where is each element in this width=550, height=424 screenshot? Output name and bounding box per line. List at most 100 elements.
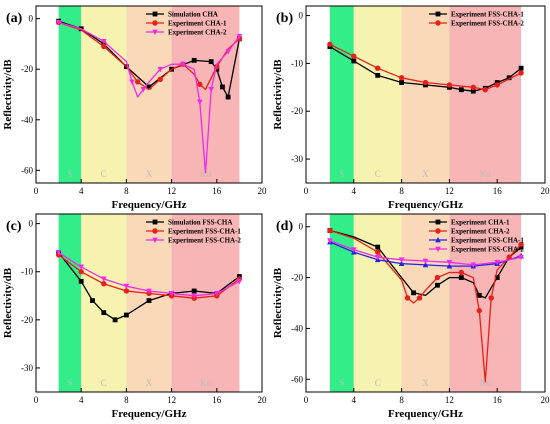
data-point — [398, 260, 405, 266]
data-point — [434, 274, 441, 281]
data-point — [398, 257, 405, 263]
data-point — [197, 99, 203, 106]
y-tick-label: -30 — [291, 154, 303, 164]
legend-label: Simulation CHA — [168, 11, 218, 19]
data-point — [375, 65, 381, 71]
legend-label: Experiment FSS-CHA-2 — [451, 20, 524, 28]
data-point — [506, 75, 512, 81]
data-point — [399, 80, 404, 85]
y-tick-label: 0 — [299, 222, 304, 232]
data-point — [482, 87, 488, 93]
data-point — [220, 84, 225, 90]
x-tick-label: 4 — [352, 186, 357, 196]
panel-label: (b) — [276, 11, 293, 26]
x-tick-label: 8 — [124, 395, 129, 405]
data-point — [476, 292, 482, 298]
y-tick-label: -60 — [21, 165, 33, 175]
y-tick-label: -20 — [21, 315, 33, 325]
band-x — [126, 214, 172, 392]
data-point — [101, 281, 107, 287]
data-point — [446, 263, 453, 269]
x-tick-label: 8 — [399, 186, 404, 196]
y-tick-label: -20 — [21, 64, 33, 74]
y-axis-title: Reflectivity/dB — [272, 59, 284, 130]
legend-marker — [152, 228, 158, 234]
plot-frame — [305, 5, 546, 184]
x-tick-label: 12 — [167, 186, 176, 196]
data-point — [422, 261, 429, 268]
legend-label: Simulation FSS-CHA — [168, 219, 232, 227]
x-tick-label: 8 — [399, 395, 404, 405]
band-x — [401, 6, 450, 183]
band-label-ku: Ku — [480, 378, 491, 388]
series-line-2 — [329, 229, 522, 383]
x-tick-label: 0 — [34, 395, 39, 405]
data-point — [101, 310, 107, 316]
data-point — [476, 307, 482, 314]
data-point — [458, 269, 465, 276]
x-tick-label: 16 — [212, 186, 222, 196]
legend-marker — [152, 11, 158, 17]
data-point — [78, 269, 84, 275]
x-tick-label: 0 — [34, 186, 39, 196]
x-tick-label: 16 — [212, 395, 222, 405]
band-s — [58, 6, 82, 183]
y-tick-label: -60 — [291, 374, 303, 384]
data-point — [208, 59, 214, 65]
data-point — [375, 249, 381, 255]
data-point — [124, 312, 129, 318]
data-point — [351, 53, 357, 59]
data-point — [327, 227, 333, 234]
y-tick-label: -40 — [21, 115, 33, 125]
y-axis-title: Reflectivity/dB — [2, 59, 14, 130]
data-point — [208, 87, 214, 93]
band-label-x: X — [422, 169, 429, 179]
data-point — [78, 278, 84, 284]
band-ku — [171, 214, 240, 392]
x-tick-label: 20 — [541, 186, 550, 196]
band-s — [329, 214, 354, 392]
data-point — [375, 244, 381, 250]
legend-marker — [435, 20, 441, 26]
legend-marker — [435, 219, 441, 225]
data-point — [375, 72, 381, 78]
band-c — [353, 214, 402, 392]
chart-panel-1: S C X Ku 0 4 8 12 16 20 0 -20 -40 -60 Frequency/GHz Ref… — [2, 5, 267, 211]
data-point — [236, 33, 243, 40]
band-c — [81, 214, 127, 392]
band-label-s: S — [339, 378, 344, 388]
data-point — [157, 76, 163, 83]
data-point — [112, 317, 118, 323]
y-axis-title: Reflectivity/dB — [2, 267, 14, 338]
data-point — [416, 295, 423, 301]
x-axis-title: Frequency/GHz — [112, 408, 187, 420]
data-point — [129, 79, 135, 85]
data-point — [518, 254, 524, 261]
data-point — [518, 70, 524, 76]
x-tick-label: 20 — [258, 395, 268, 405]
y-tick-label: 0 — [29, 219, 34, 229]
band-c — [353, 6, 402, 183]
data-point — [458, 275, 464, 280]
x-tick-label: 20 — [541, 395, 550, 405]
legend-label: Experiment CHA-1 — [451, 219, 510, 227]
band-ku — [449, 6, 522, 183]
data-point — [422, 79, 429, 86]
data-point — [435, 282, 440, 288]
x-tick-label: 0 — [304, 186, 309, 196]
chart-panel-3: S C X Ku 0 4 8 12 16 20 0 -10 -20 -30 Frequency/GHz Ref… — [2, 213, 268, 420]
legend-marker — [152, 237, 158, 243]
band-label-ku: Ku — [200, 378, 211, 388]
data-point — [180, 61, 186, 68]
y-tick-label: -20 — [291, 273, 303, 283]
data-point — [506, 254, 512, 260]
y-tick-label: 0 — [299, 11, 304, 21]
band-label-c: C — [101, 169, 107, 179]
data-point — [101, 39, 107, 45]
data-point — [101, 276, 107, 282]
series-line-2 — [329, 43, 522, 91]
data-point — [327, 41, 333, 47]
data-point — [398, 75, 405, 81]
data-point — [197, 81, 203, 88]
